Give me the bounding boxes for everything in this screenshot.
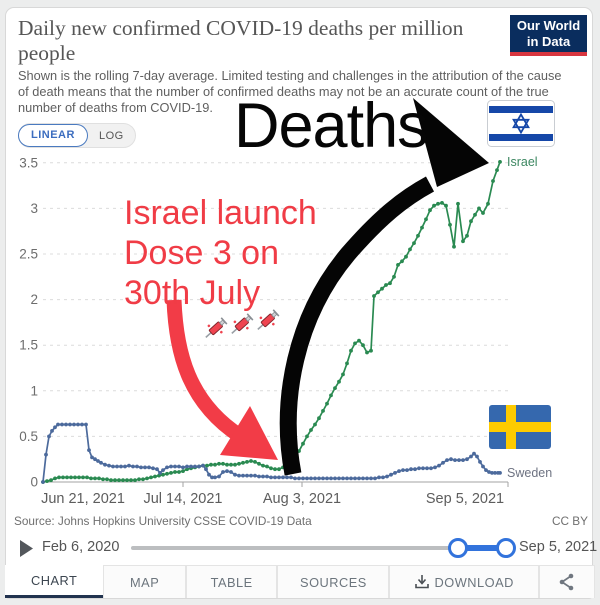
bottom-tab-bar: CHART MAP TABLE SOURCES DOWNLOAD (5, 565, 595, 598)
tab-map[interactable]: MAP (103, 565, 186, 598)
tab-download[interactable]: DOWNLOAD (389, 565, 539, 598)
source-text: Source: Johns Hopkins University CSSE CO… (14, 514, 312, 528)
timeline-handle-end[interactable] (496, 538, 516, 558)
timeline-start-date[interactable]: Feb 6, 2020 (42, 539, 120, 555)
svg-text:3.5: 3.5 (19, 155, 38, 170)
svg-text:1.5: 1.5 (19, 338, 38, 353)
log-button[interactable]: LOG (88, 127, 135, 145)
timeline-track[interactable] (131, 538, 516, 558)
svg-text:Israel: Israel (507, 155, 538, 169)
dose3-annotation: Israel launch Dose 3 on 30th July (124, 194, 317, 312)
israel-flag-icon (487, 100, 555, 147)
owid-logo-text: Our World in Data (510, 15, 587, 52)
deaths-annotation: Deaths (234, 91, 429, 161)
owid-logo-stripe (510, 52, 587, 56)
svg-text:Aug 3, 2021: Aug 3, 2021 (263, 491, 341, 507)
chart-subtitle: Shown is the rolling 7-day average. Limi… (18, 68, 562, 115)
svg-text:Jun 21, 2021: Jun 21, 2021 (41, 491, 125, 507)
owid-logo: Our World in Data (510, 15, 587, 56)
svg-text:Sweden: Sweden (507, 466, 552, 480)
svg-text:0: 0 (30, 475, 38, 490)
sweden-flag-icon (489, 405, 551, 449)
svg-text:Jul 14, 2021: Jul 14, 2021 (143, 491, 222, 507)
tab-chart[interactable]: CHART (5, 565, 104, 598)
scale-toggle[interactable]: LINEAR LOG (18, 123, 136, 148)
svg-text:0.5: 0.5 (19, 429, 38, 444)
svg-text:2: 2 (30, 292, 38, 307)
timeline-end-date[interactable]: Sep 5, 2021 (519, 539, 598, 555)
timeline-control: Feb 6, 2020 Sep 5, 2021 (0, 536, 600, 562)
svg-text:2.5: 2.5 (19, 247, 38, 262)
tab-table[interactable]: TABLE (185, 565, 278, 598)
play-icon[interactable] (20, 540, 34, 557)
page-title: Daily new confirmed COVID-19 deaths per … (18, 16, 464, 65)
timeline-handle-start[interactable] (448, 538, 468, 558)
source-row: Source: Johns Hopkins University CSSE CO… (14, 514, 588, 528)
tab-sources[interactable]: SOURCES (277, 565, 390, 598)
svg-text:Sep 5, 2021: Sep 5, 2021 (426, 491, 504, 507)
svg-text:1: 1 (30, 383, 38, 398)
tab-share[interactable] (538, 565, 595, 598)
download-icon (414, 575, 429, 589)
license-link[interactable]: CC BY (551, 514, 588, 528)
linear-button[interactable]: LINEAR (18, 123, 88, 147)
share-icon (560, 573, 574, 591)
timeline-selected-range[interactable] (455, 545, 503, 551)
svg-text:3: 3 (30, 201, 38, 216)
